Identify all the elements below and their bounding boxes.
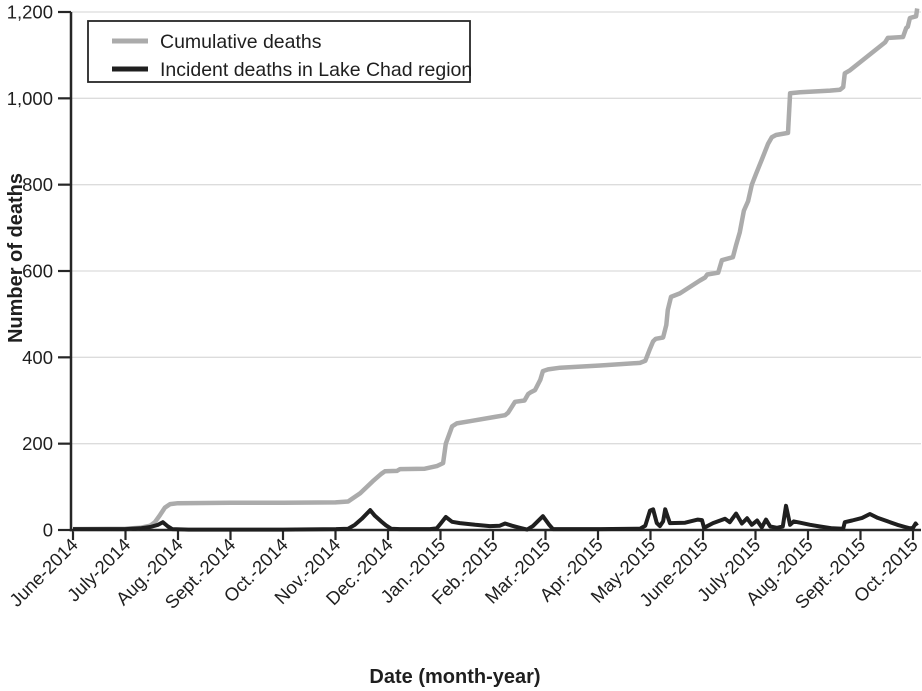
y-tick-label: 400 bbox=[22, 347, 53, 368]
y-tick-label: 1,000 bbox=[7, 88, 53, 109]
y-tick-label: 600 bbox=[22, 261, 53, 282]
incident-deaths-line bbox=[73, 503, 919, 532]
y-tick-label: 200 bbox=[22, 433, 53, 454]
legend-box bbox=[87, 20, 471, 83]
y-axis-title: Number of deaths bbox=[5, 173, 27, 343]
legend-label-cumulative: Cumulative deaths bbox=[160, 31, 322, 53]
legend-label-incident: Incident deaths in Lake Chad region bbox=[160, 59, 472, 81]
cumulative-deaths-line bbox=[72, 8, 920, 532]
legend: Cumulative deaths Incident deaths in Lak… bbox=[87, 20, 472, 83]
y-tick-label: 800 bbox=[22, 174, 53, 195]
plot-area: 02004006008001,0001,200June-2014July-201… bbox=[5, 2, 922, 613]
x-axis-title: Date (month-year) bbox=[369, 666, 540, 688]
y-tick-label: 0 bbox=[43, 520, 53, 541]
y-tick-label: 1,200 bbox=[7, 2, 53, 23]
